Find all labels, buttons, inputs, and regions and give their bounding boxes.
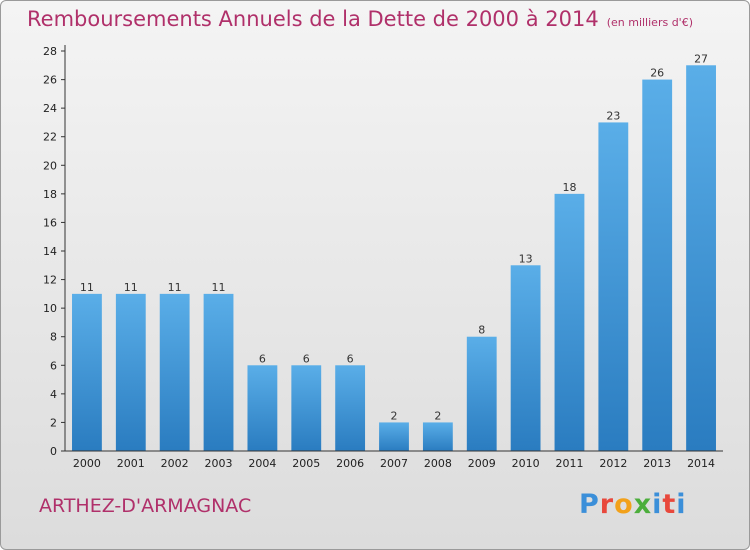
- chart-title: Remboursements Annuels de la Dette de 20…: [27, 7, 693, 31]
- logo-letter: i: [652, 489, 663, 520]
- y-tick-label: 10: [43, 302, 57, 315]
- x-tick-label: 2006: [336, 457, 364, 470]
- bar-value-label: 11: [80, 281, 94, 294]
- bar-value-label: 13: [519, 252, 533, 265]
- y-tick-label: 26: [43, 74, 57, 87]
- bar-value-label: 11: [212, 281, 226, 294]
- bar-value-label: 11: [168, 281, 182, 294]
- bar: [335, 365, 366, 451]
- bar-value-label: 11: [124, 281, 138, 294]
- y-tick-label: 6: [50, 359, 57, 372]
- axes-group: 2000 2001 2002 2003 2004 2005 2006 2007 2008 2009…: [43, 45, 723, 470]
- y-tick-label: 22: [43, 131, 57, 144]
- y-tick-label: 0: [50, 445, 57, 458]
- bar-value-label: 23: [606, 109, 620, 122]
- proxiti-logo: Proxiti: [579, 489, 687, 520]
- y-tick-label: 8: [50, 331, 57, 344]
- logo-letter: r: [599, 489, 615, 520]
- x-tick-label: 2007: [380, 457, 408, 470]
- logo-letter: P: [579, 489, 600, 520]
- bar: [642, 79, 673, 452]
- x-tick-label: 2002: [161, 457, 189, 470]
- x-tick-label: 2014: [687, 457, 715, 470]
- y-tick-label: 2: [50, 416, 57, 429]
- bar-value-label: 26: [650, 67, 664, 80]
- bar: [115, 293, 146, 451]
- x-tick-label: 2003: [205, 457, 233, 470]
- bar: [422, 422, 453, 451]
- commune-name: ARTHEZ-D'ARMAGNAC: [39, 495, 252, 517]
- logo-letter: o: [614, 489, 634, 520]
- bar: [510, 265, 541, 451]
- bar-value-label: 6: [303, 352, 310, 365]
- bar: [291, 365, 322, 451]
- bar-value-label: 27: [694, 52, 708, 65]
- bar: [159, 293, 190, 451]
- logo-letter: i: [676, 489, 687, 520]
- logo-letter: t: [662, 489, 677, 520]
- bar: [247, 365, 278, 451]
- x-tick-label: 2001: [117, 457, 145, 470]
- bar-value-label: 6: [259, 352, 266, 365]
- bar: [686, 65, 716, 452]
- title-text: Remboursements Annuels de la Dette de 20…: [27, 7, 599, 31]
- y-tick-label: 24: [43, 102, 57, 115]
- y-tick-label: 12: [43, 274, 57, 287]
- bar: [72, 293, 102, 451]
- bars-group: 11 11 11 11 6 6 6 2 2 8 13 18 23 26 27: [72, 52, 716, 452]
- bar: [466, 336, 497, 451]
- x-tick-label: 2000: [73, 457, 101, 470]
- bar: [554, 193, 585, 451]
- x-tick-label: 2004: [248, 457, 276, 470]
- x-tick-label: 2010: [512, 457, 540, 470]
- y-tick-label: 4: [50, 388, 57, 401]
- bar: [203, 293, 234, 451]
- y-tick-label: 16: [43, 216, 57, 229]
- bar-value-label: 8: [478, 324, 485, 337]
- x-tick-label: 2011: [555, 457, 583, 470]
- x-tick-label: 2009: [468, 457, 496, 470]
- y-tick-label: 18: [43, 188, 57, 201]
- logo-letter: x: [633, 489, 653, 520]
- y-tick-label: 14: [43, 245, 57, 258]
- bar: [379, 422, 409, 451]
- x-tick-label: 2013: [643, 457, 671, 470]
- x-tick-label: 2012: [599, 457, 627, 470]
- y-tick-label: 20: [43, 159, 57, 172]
- bar: [598, 122, 629, 451]
- bar-value-label: 2: [434, 409, 441, 422]
- bar-value-label: 18: [562, 181, 576, 194]
- x-tick-label: 2005: [292, 457, 320, 470]
- bar-value-label: 6: [347, 352, 354, 365]
- x-tick-label: 2008: [424, 457, 452, 470]
- title-unit: (en milliers d'€): [606, 16, 693, 29]
- y-tick-label: 28: [43, 45, 57, 58]
- bar-value-label: 2: [391, 409, 398, 422]
